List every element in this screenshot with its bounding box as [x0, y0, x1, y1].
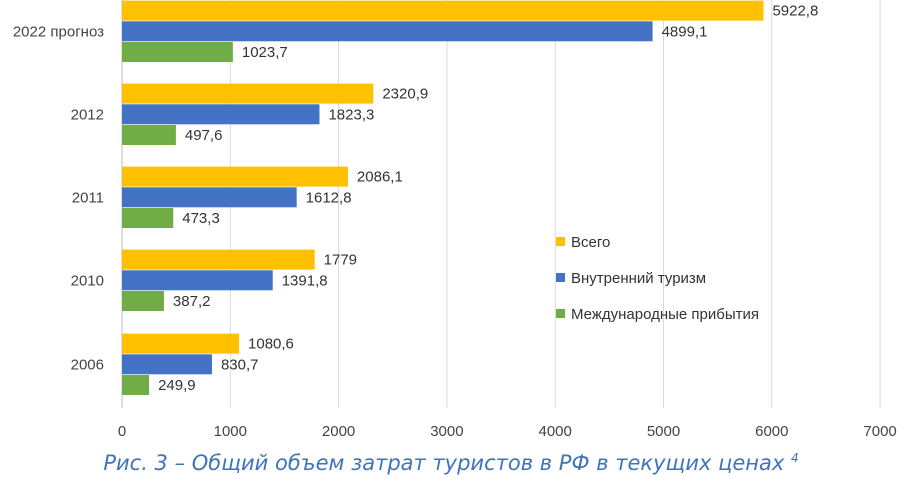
data-label: 1080,6	[248, 336, 294, 353]
bar	[122, 125, 176, 145]
data-label: 1612,8	[306, 189, 352, 206]
figure-caption: Рис. 3 – Общий объем затрат туристов в Р…	[0, 451, 902, 475]
x-tick-label: 7000	[863, 423, 896, 440]
data-label: 1823,3	[328, 106, 374, 123]
legend-label: Всего	[571, 234, 610, 251]
data-label: 473,3	[182, 210, 220, 227]
bar	[122, 208, 174, 228]
category-label: 2011	[72, 189, 104, 206]
data-label: 1023,7	[242, 44, 288, 61]
bar	[122, 333, 240, 354]
category-label: 2006	[71, 356, 104, 373]
bar	[122, 83, 374, 104]
data-label: 5922,8	[772, 3, 818, 20]
bar	[122, 0, 764, 21]
bar-chart: 0 1000 2000 3000 4000 5000 6000 7000 2006201020…	[13, 0, 897, 440]
y-axis: 2006 2010 2011 2012 2022 прогноз	[13, 0, 123, 408]
data-label: 1391,8	[282, 272, 328, 289]
legend: Всего Внутренний туризм Международные приб…	[556, 234, 759, 323]
x-tick-label: 4000	[539, 423, 572, 440]
x-tick-label: 1000	[214, 423, 247, 440]
data-label: 249,9	[158, 377, 196, 394]
x-tick-label: 3000	[430, 423, 463, 440]
bar	[122, 270, 273, 291]
data-label: 387,2	[173, 293, 211, 310]
bar	[122, 375, 150, 395]
legend-label: Внутренний туризм	[571, 270, 706, 287]
bar	[122, 187, 297, 208]
x-tick-label: 6000	[755, 423, 788, 440]
caption-footnote: 4	[791, 451, 799, 465]
data-label: 4899,1	[662, 23, 708, 40]
caption-text: Рис. 3 – Общий объем затрат туристов в Р…	[103, 451, 785, 475]
category-label: 2010	[71, 272, 104, 289]
x-axis: 0 1000 2000 3000 4000 5000 6000 7000	[118, 423, 897, 440]
legend-swatch	[556, 237, 565, 246]
bar	[122, 21, 653, 42]
legend-swatch	[556, 309, 565, 318]
data-label: 497,6	[185, 127, 223, 144]
gridlines	[121, 0, 881, 408]
data-label: 830,7	[221, 356, 259, 373]
bar	[122, 354, 212, 375]
legend-swatch	[556, 273, 565, 282]
legend-label: Международные прибытия	[571, 306, 759, 323]
category-label: 2022 прогноз	[13, 23, 104, 40]
bar	[122, 104, 320, 125]
data-label: 2086,1	[357, 169, 403, 186]
data-label: 1779	[324, 252, 357, 269]
data-label: 2320,9	[382, 86, 428, 103]
bars: 1080,6 830,7 249,9 1779 1391,8 387,2 2086,1 161…	[122, 0, 818, 395]
x-tick-label: 0	[118, 423, 126, 440]
bar	[122, 291, 164, 311]
x-tick-label: 5000	[647, 423, 680, 440]
bar	[122, 42, 233, 62]
x-tick-label: 2000	[322, 423, 355, 440]
category-label: 2012	[71, 106, 104, 123]
bar	[122, 249, 315, 270]
bar	[122, 166, 348, 187]
